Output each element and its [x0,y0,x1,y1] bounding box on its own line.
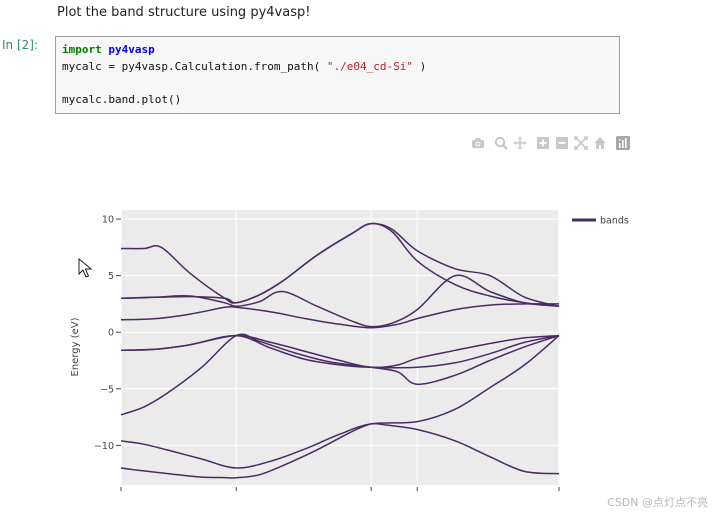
watermark: CSDN @点灯点不亮 [607,496,708,509]
code-line: mycalc = py4vasp.Calculation.from_path( … [62,59,613,76]
code-module: py4vasp [108,43,155,56]
y-tick-label: 5 [108,271,114,282]
code-text: mycalc = py4vasp.Calculation.from_path( [62,59,327,73]
legend-label: bands [600,216,629,227]
zoom-icon[interactable] [493,135,509,151]
code-string: "./e04_cd-Si" [326,59,413,73]
legend[interactable]: bands [572,216,629,227]
zoom-in-icon[interactable] [535,135,551,151]
zoom-out-icon[interactable] [554,135,570,151]
code-cell-input[interactable]: import py4vasp mycalc = py4vasp.Calculat… [55,36,620,114]
autoscale-icon[interactable] [573,135,589,151]
home-icon[interactable] [592,135,608,151]
plot-area[interactable] [121,210,559,485]
camera-icon[interactable] [470,135,486,151]
markdown-text: Plot the band structure using py4vasp! [57,5,311,20]
mouse-cursor-icon [78,257,93,282]
code-line: mycalc.band.plot() [62,92,613,109]
code-keyword: import [62,43,102,56]
y-tick-label: 10 [102,215,114,226]
y-tick-label: −10 [94,441,114,452]
pan-icon[interactable] [512,135,528,151]
code-line: import py4vasp [62,42,613,59]
plot-modebar [470,135,634,151]
plotly-logo-icon[interactable] [615,135,631,151]
code-text: ) [413,59,427,73]
code-text: mycalc.band.plot() [62,92,182,106]
y-tick-label: −5 [100,384,114,395]
y-axis-title: Energy (eV) [70,317,81,376]
y-tick-label: 0 [108,328,114,339]
code-line [62,75,613,92]
cell-prompt: In [2]: [2,38,38,52]
